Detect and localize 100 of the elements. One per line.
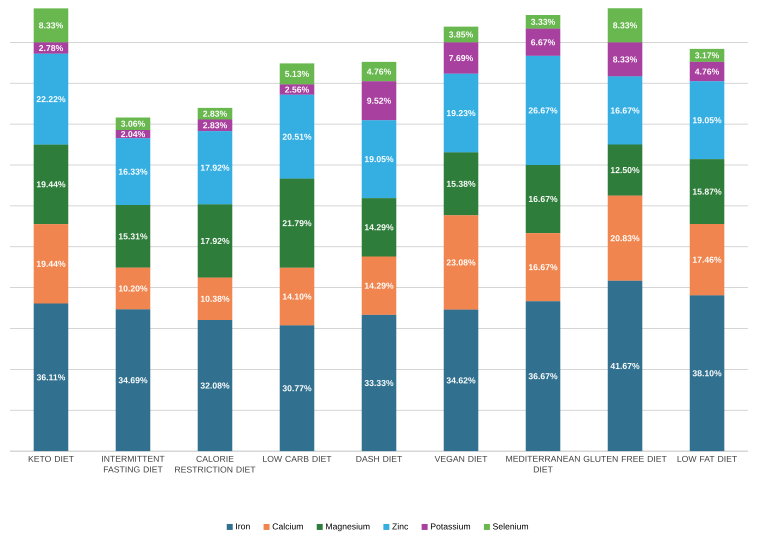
bar xyxy=(526,233,560,302)
data-label: 23.08% xyxy=(446,260,476,266)
x-tick-label: CALORIE RESTRICTION DIET xyxy=(175,456,256,473)
data-label: 2.04% xyxy=(121,131,145,138)
data-label: 17.92% xyxy=(200,164,230,171)
data-label: 16.67% xyxy=(610,108,640,114)
data-label: 26.67% xyxy=(528,108,558,114)
data-label: 9.52% xyxy=(367,98,392,104)
bar xyxy=(362,120,396,198)
data-label: 2.83% xyxy=(203,110,228,117)
data-label: 32.08% xyxy=(200,382,230,389)
bar xyxy=(280,178,314,268)
bar xyxy=(280,325,314,452)
bar xyxy=(116,138,150,206)
data-label: 4.76% xyxy=(694,68,720,75)
x-tick-label: VEGAN DIET xyxy=(434,456,488,462)
data-label: 36.67% xyxy=(528,373,558,380)
data-label: 8.33% xyxy=(613,56,638,63)
data-label: 33.33% xyxy=(364,380,394,386)
data-label: 8.33% xyxy=(613,22,638,29)
bar xyxy=(608,196,642,281)
bar xyxy=(362,62,396,82)
bar xyxy=(526,165,560,234)
data-label: 3.06% xyxy=(120,120,145,127)
legend-label: Calcium xyxy=(272,523,303,530)
data-label: 15.87% xyxy=(692,188,722,195)
data-label: 19.44% xyxy=(36,181,66,188)
bar xyxy=(608,8,642,42)
bar xyxy=(444,74,478,153)
data-label: 34.62% xyxy=(446,377,476,384)
data-label: 19.05% xyxy=(692,117,722,124)
data-label: 19.44% xyxy=(36,260,66,267)
data-label: 15.38% xyxy=(446,180,476,188)
bar xyxy=(526,301,560,452)
bar xyxy=(526,28,560,56)
x-tick-label: GLUTEN FREE DIET xyxy=(584,456,667,462)
bar xyxy=(362,315,396,452)
data-label: 15.31% xyxy=(118,233,148,240)
data-label: 21.79% xyxy=(282,220,312,226)
legend-label: Zinc xyxy=(392,523,408,530)
data-label: 30.77% xyxy=(282,385,312,392)
data-label: 10.38% xyxy=(200,296,230,302)
data-label: 10.20% xyxy=(118,286,148,292)
bar xyxy=(362,198,396,257)
bar xyxy=(34,8,68,43)
bar xyxy=(198,204,232,278)
bar xyxy=(608,42,642,77)
x-tick-label: LOW FAT DIET xyxy=(678,456,737,462)
data-label: 34.69% xyxy=(118,377,148,384)
legend-label: Potassium xyxy=(430,523,470,530)
bar xyxy=(34,304,68,452)
data-label: 3.85% xyxy=(448,32,474,38)
bar xyxy=(690,159,724,224)
data-label: 16.33% xyxy=(118,168,148,175)
bar xyxy=(280,94,314,179)
data-label: 16.67% xyxy=(528,264,558,270)
bar xyxy=(198,131,232,204)
legend-label: Magnesium xyxy=(326,523,370,532)
data-label: 3.33% xyxy=(530,18,556,26)
bar xyxy=(444,310,478,452)
data-label: 14.10% xyxy=(282,294,312,300)
data-label: 17.92% xyxy=(200,238,230,244)
bar xyxy=(608,76,642,145)
data-label: 14.29% xyxy=(364,282,394,289)
data-label: 12.50% xyxy=(610,167,640,174)
x-tick-label: INTERMITTENT FASTING DIET xyxy=(102,456,164,473)
bar xyxy=(690,296,724,452)
bar xyxy=(280,64,314,84)
bar xyxy=(608,144,642,196)
bar xyxy=(362,256,396,316)
data-label: 17.46% xyxy=(692,256,722,263)
data-label: 20.51% xyxy=(282,134,312,140)
data-label: 4.76% xyxy=(366,68,392,75)
data-label: 19.23% xyxy=(446,110,476,116)
data-label: 6.67% xyxy=(531,39,556,46)
x-tick-label: DASH DIET xyxy=(356,456,402,462)
bar xyxy=(608,280,642,452)
data-label: 2.56% xyxy=(285,86,310,93)
bar xyxy=(34,224,68,304)
x-tick-label: LOW CARB DIET xyxy=(263,456,332,462)
bar xyxy=(198,278,232,320)
bar xyxy=(34,54,68,145)
data-label: 41.67% xyxy=(610,363,640,370)
bar xyxy=(690,81,724,160)
data-label: 19.05% xyxy=(364,156,394,162)
data-label: 38.10% xyxy=(692,370,722,376)
x-tick-label: KETO DIET xyxy=(28,456,74,462)
data-label: 36.11% xyxy=(36,374,66,381)
data-label: 3.17% xyxy=(694,52,720,59)
bar xyxy=(444,26,478,42)
bar xyxy=(362,81,396,120)
bar xyxy=(444,42,478,74)
data-label: 2.83% xyxy=(203,122,228,128)
bar xyxy=(444,152,478,216)
data-label: 7.69% xyxy=(449,55,474,62)
bar xyxy=(116,205,150,268)
data-label: 5.13% xyxy=(285,70,310,78)
data-label: 14.29% xyxy=(364,224,394,230)
data-label: 16.67% xyxy=(528,196,558,202)
bar xyxy=(690,224,724,296)
